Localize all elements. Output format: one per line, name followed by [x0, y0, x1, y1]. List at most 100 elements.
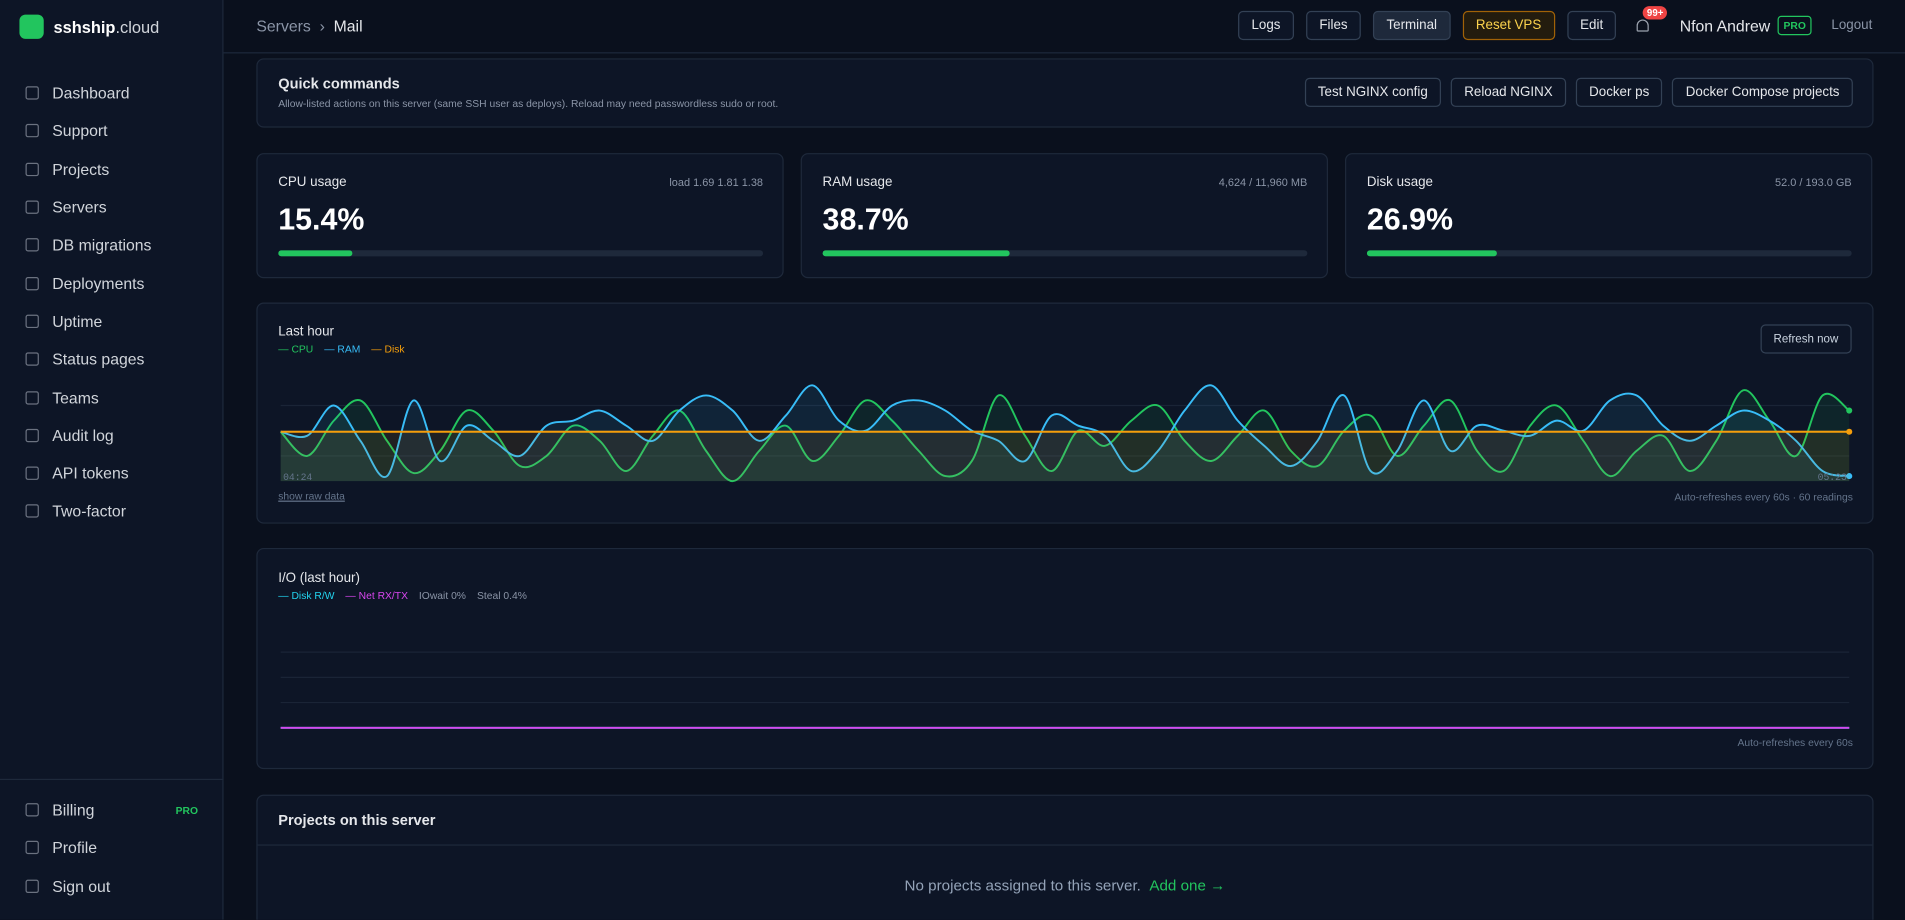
legend-label: Disk	[384, 342, 405, 355]
nav-item[interactable]: Deployments	[0, 264, 224, 302]
empty-text: No projects assigned to this server.	[904, 877, 1141, 895]
nav-label: Billing	[52, 800, 95, 820]
stat-value: 26.9%	[1366, 202, 1454, 237]
legend-label: CPU	[291, 342, 314, 355]
logout[interactable]: Logout	[1831, 18, 1873, 33]
series-line	[279, 389, 1850, 483]
nav-item[interactable]: DB migrations	[0, 226, 224, 264]
usage-track	[1366, 250, 1852, 257]
badge: 99+	[1643, 6, 1668, 20]
legend: — CPU — RAM — Disk	[278, 343, 404, 355]
stat-detail: 4,624 / 11,960 MB	[1218, 176, 1308, 189]
usage-track	[278, 250, 764, 257]
crumb[interactable]: Servers	[256, 17, 311, 36]
button[interactable]: Reset VPS	[1462, 10, 1555, 41]
crumb: Mail	[333, 17, 363, 36]
stat-value: 15.4%	[278, 202, 365, 237]
legend-label: RAM	[337, 342, 361, 355]
command-button[interactable]: Reload NGINX	[1450, 77, 1567, 107]
x-label: 05:23	[1818, 472, 1847, 483]
logo	[19, 14, 44, 39]
projects-card: Projects on this server No projects assi…	[256, 794, 1874, 920]
chart-title: I/O (last hour)	[278, 571, 360, 586]
nav-item[interactable]: Uptime	[0, 302, 224, 340]
series-area	[280, 385, 1850, 482]
commands: Test NGINX config Reload NGINX Docker ps Do…	[1304, 77, 1853, 107]
button[interactable]: Logs	[1238, 10, 1294, 41]
series-line	[280, 384, 1850, 478]
stat-card: CPU usage load 1.69 1.81 1.38 15.4%	[256, 153, 784, 279]
breadcrumb: Servers › Mail	[256, 17, 363, 36]
x-label: 04:24	[283, 472, 312, 483]
legend-item: — Disk R/W	[278, 589, 335, 602]
plan-badge: PRO	[1777, 15, 1812, 36]
series-area	[280, 431, 1850, 482]
chart	[280, 651, 1850, 729]
brand[interactable]: sshship.cloud	[53, 18, 159, 36]
note: Auto-refreshes every 60s	[1737, 736, 1853, 749]
nav-item[interactable]: Billing PRO	[0, 791, 224, 829]
raw-data-link[interactable]: show raw data	[278, 489, 345, 502]
card-title: Quick commands	[278, 75, 400, 93]
command-button[interactable]: Docker Compose projects	[1672, 77, 1853, 107]
note: Auto-refreshes every 60s · 60 readings	[1674, 490, 1853, 504]
legend-item: — RAM	[324, 342, 361, 355]
nav-item[interactable]: Status pages	[0, 340, 224, 378]
button[interactable]: Terminal	[1373, 10, 1451, 41]
command-button[interactable]: Docker ps	[1575, 77, 1663, 107]
usage-bar	[822, 250, 1011, 257]
card-title: Projects on this server	[278, 811, 436, 829]
legend-label: Disk R/W	[291, 589, 335, 602]
button[interactable]: Edit	[1566, 10, 1617, 41]
nav-item[interactable]: Dashboard	[0, 74, 224, 112]
usage-bar	[1366, 250, 1498, 257]
quick-commands: Quick commands Allow-listed actions on t…	[256, 58, 1874, 128]
badge: PRO	[175, 803, 199, 817]
nav-item[interactable]: API tokens	[0, 454, 224, 492]
nav-item[interactable]: Projects	[0, 150, 224, 188]
nav-item[interactable]: Servers	[0, 188, 224, 226]
stat-card: Disk usage 52.0 / 193.0 GB 26.9%	[1345, 153, 1873, 279]
legend-item: — CPU	[278, 342, 314, 355]
end-dot	[1846, 407, 1853, 414]
brand-suffix: .cloud	[115, 18, 160, 37]
stat-label: Disk usage	[1366, 174, 1433, 190]
end-dot	[1846, 428, 1853, 435]
chart-title: Last hour	[278, 324, 334, 339]
legend-note: IOwait 0%	[418, 589, 467, 602]
stat-detail: 52.0 / 193.0 GB	[1775, 176, 1852, 189]
legend-item: — Disk	[371, 342, 405, 355]
card-desc: Allow-listed actions on this server (sam…	[278, 97, 779, 110]
legend-note: Steal 0.4%	[476, 589, 527, 602]
legend-label: Net RX/TX	[358, 589, 408, 602]
nav: Dashboard Support Projects Servers DB migrat…	[0, 74, 224, 530]
stat-label: RAM usage	[822, 174, 893, 190]
brand-name: sshship	[53, 18, 116, 37]
chart-card: Last hour — CPU — RAM — Disk Refresh now s…	[256, 302, 1874, 524]
refresh-button[interactable]: Refresh now	[1760, 324, 1852, 354]
add-link[interactable]: Add one →	[1149, 877, 1226, 895]
nav-item[interactable]: Sign out	[0, 867, 224, 905]
usage-bar	[278, 250, 353, 257]
nav-item[interactable]: Audit log	[0, 416, 224, 454]
notifications[interactable]: 99+	[1629, 6, 1668, 40]
stat-value: 38.7%	[822, 202, 909, 237]
nav-item[interactable]: Profile	[0, 829, 224, 867]
nav-item[interactable]: Two-factor	[0, 492, 224, 530]
user-name: Nfon Andrew	[1679, 16, 1771, 35]
chart-card: I/O (last hour) — Disk R/W — Net RX/TX IOw…	[256, 547, 1874, 770]
end-dot	[1846, 473, 1853, 480]
stat-label: CPU usage	[278, 174, 347, 190]
sidebar: sshship.cloud Dashboard Support Projects Se…	[0, 0, 224, 920]
toolbar: Logs Files Terminal Reset VPS Edit 99+ N…	[1238, 6, 1873, 41]
nav-item[interactable]: Teams	[0, 378, 224, 416]
stat-detail: load 1.69 1.81 1.38	[669, 176, 764, 189]
command-button[interactable]: Test NGINX config	[1304, 77, 1442, 107]
legend-item: — Net RX/TX	[345, 589, 408, 602]
button[interactable]: Files	[1305, 10, 1361, 41]
topbar: Servers › Mail Logs Files Terminal Reset…	[223, 0, 1905, 54]
empty-state: No projects assigned to this server. Add…	[258, 877, 1873, 894]
nav-item[interactable]: Support	[0, 112, 224, 150]
